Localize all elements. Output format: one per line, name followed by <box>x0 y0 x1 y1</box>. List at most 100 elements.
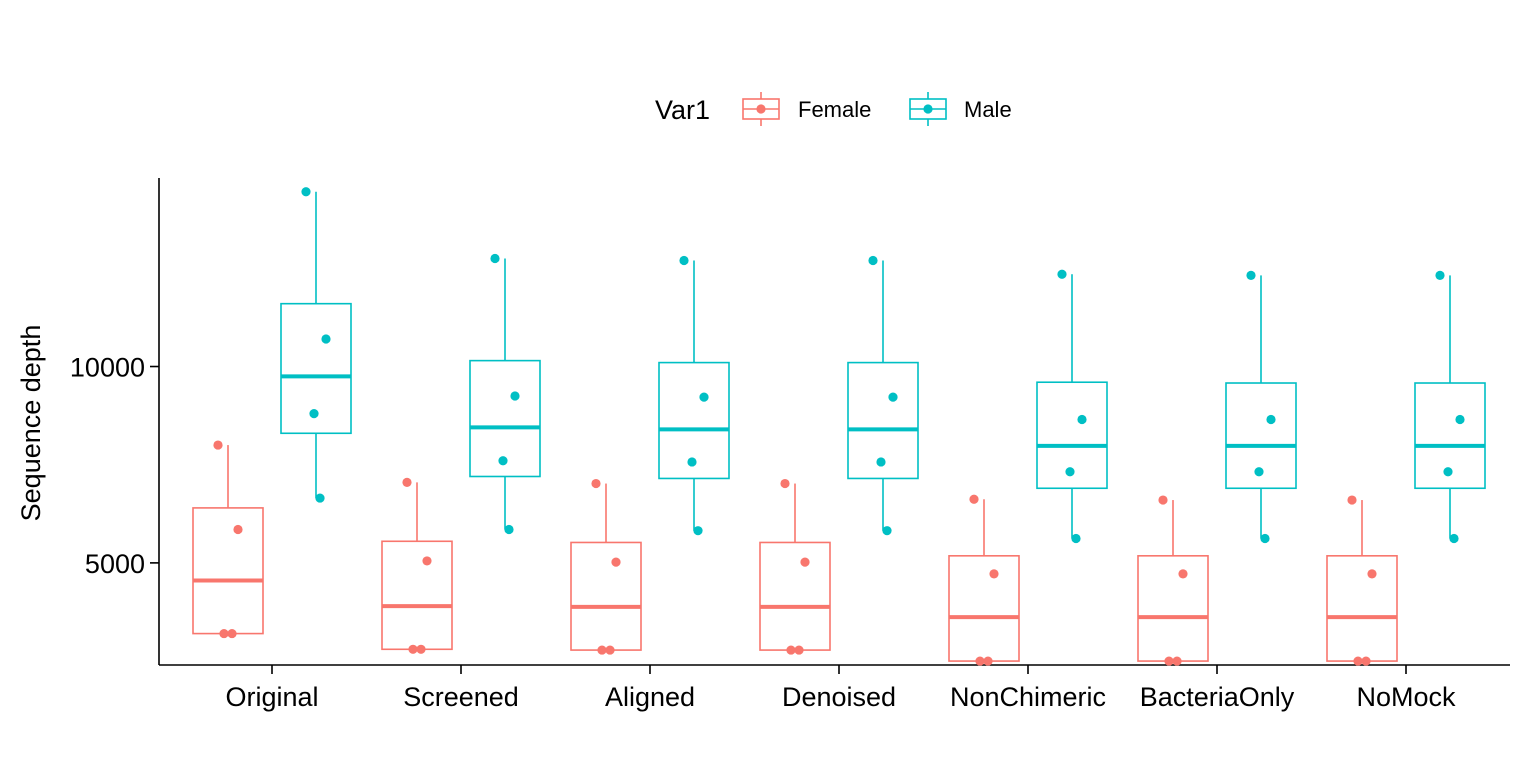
data-point <box>679 255 689 266</box>
data-point <box>693 526 703 536</box>
data-point <box>1057 269 1067 279</box>
data-point <box>1246 270 1256 280</box>
box-male-screened <box>469 253 541 535</box>
data-point <box>1260 533 1270 544</box>
data-point <box>800 557 810 567</box>
data-point <box>498 456 508 466</box>
box-male-nomock <box>1414 270 1486 544</box>
data-point <box>1077 414 1087 425</box>
data-point <box>868 255 878 266</box>
data-point <box>597 645 607 655</box>
box-female-original <box>192 440 264 639</box>
box-iqr <box>759 541 831 651</box>
data-point <box>989 569 999 579</box>
box-female-denoised <box>759 478 831 655</box>
data-point <box>591 478 601 489</box>
legend: Var1 Female Male <box>655 92 1012 126</box>
x-tick-label: Original <box>225 682 318 712</box>
data-point <box>219 628 229 639</box>
legend-item-male: Male <box>909 92 1012 126</box>
data-point <box>786 645 796 655</box>
data-point <box>1347 495 1357 505</box>
box-iqr <box>469 359 541 478</box>
data-point <box>975 656 985 666</box>
data-point <box>1172 656 1182 666</box>
box-iqr <box>1326 555 1398 662</box>
y-tick-label: 10000 <box>70 353 145 383</box>
x-tick-label: NonChimeric <box>950 682 1106 712</box>
data-point <box>1435 270 1445 280</box>
data-point <box>1353 656 1363 666</box>
x-tick-label: BacteriaOnly <box>1140 682 1295 712</box>
legend-label: Male <box>964 97 1012 122</box>
data-point <box>233 524 243 535</box>
data-point <box>213 440 223 450</box>
data-point <box>1158 495 1168 505</box>
data-point <box>876 457 886 467</box>
box-male-aligned <box>658 255 730 536</box>
legend-key-male <box>909 92 947 126</box>
box-female-aligned <box>570 478 642 655</box>
box-male-bacteriaonly <box>1225 270 1297 544</box>
box-female-screened <box>381 477 453 654</box>
x-axis-ticks: Original Screened Aligned Denoised NonChimer… <box>225 665 1456 712</box>
data-point <box>422 556 432 566</box>
data-point <box>1443 467 1453 477</box>
data-point <box>969 494 979 504</box>
x-tick-label: Denoised <box>782 682 896 712</box>
data-point <box>490 253 500 264</box>
box-iqr <box>192 507 264 635</box>
data-point <box>504 524 514 535</box>
box-iqr <box>948 555 1020 662</box>
x-tick-label: Aligned <box>605 682 695 712</box>
box-male-nonchimeric <box>1036 269 1108 544</box>
data-point <box>321 334 331 344</box>
data-point <box>611 557 621 567</box>
data-point <box>510 391 520 401</box>
box-iqr <box>1036 381 1108 490</box>
data-point <box>605 645 615 655</box>
y-tick-label: 5000 <box>85 549 145 579</box>
data-point <box>1455 414 1465 425</box>
legend-item-female: Female <box>742 92 871 126</box>
box-iqr <box>847 361 919 480</box>
data-point <box>1266 414 1276 425</box>
data-point <box>1065 467 1075 477</box>
box-iqr <box>658 361 730 480</box>
data-point <box>301 187 311 197</box>
y-axis-ticks: 5000 10000 <box>70 353 159 579</box>
data-point <box>1361 656 1371 666</box>
data-point <box>888 392 898 402</box>
data-point <box>882 526 892 536</box>
box-iqr <box>1225 382 1297 490</box>
data-point <box>315 493 325 503</box>
data-point <box>1449 533 1459 544</box>
data-point <box>699 392 709 402</box>
box-female-bacteriaonly <box>1137 495 1209 666</box>
data-point <box>1164 656 1174 666</box>
data-point <box>687 457 697 467</box>
box-female-nomock <box>1326 495 1398 666</box>
data-point <box>227 628 237 639</box>
box-iqr <box>1414 382 1486 490</box>
data-point <box>416 644 426 654</box>
data-point <box>780 478 790 489</box>
data-point <box>408 644 418 654</box>
plot-area <box>192 187 1486 666</box>
box-iqr <box>280 302 352 435</box>
data-point <box>1367 569 1377 579</box>
box-female-nonchimeric <box>948 494 1020 666</box>
data-point <box>1254 467 1264 477</box>
legend-key-female <box>742 92 780 126</box>
box-iqr <box>381 540 453 651</box>
x-tick-label: NoMock <box>1356 682 1456 712</box>
box-male-denoised <box>847 255 919 536</box>
data-point <box>794 645 804 655</box>
data-point <box>983 656 993 666</box>
data-point <box>309 409 319 419</box>
x-tick-label: Screened <box>403 682 519 712</box>
box-iqr <box>570 541 642 651</box>
box-male-original <box>280 187 352 503</box>
y-axis-title: Sequence depth <box>16 325 46 522</box>
